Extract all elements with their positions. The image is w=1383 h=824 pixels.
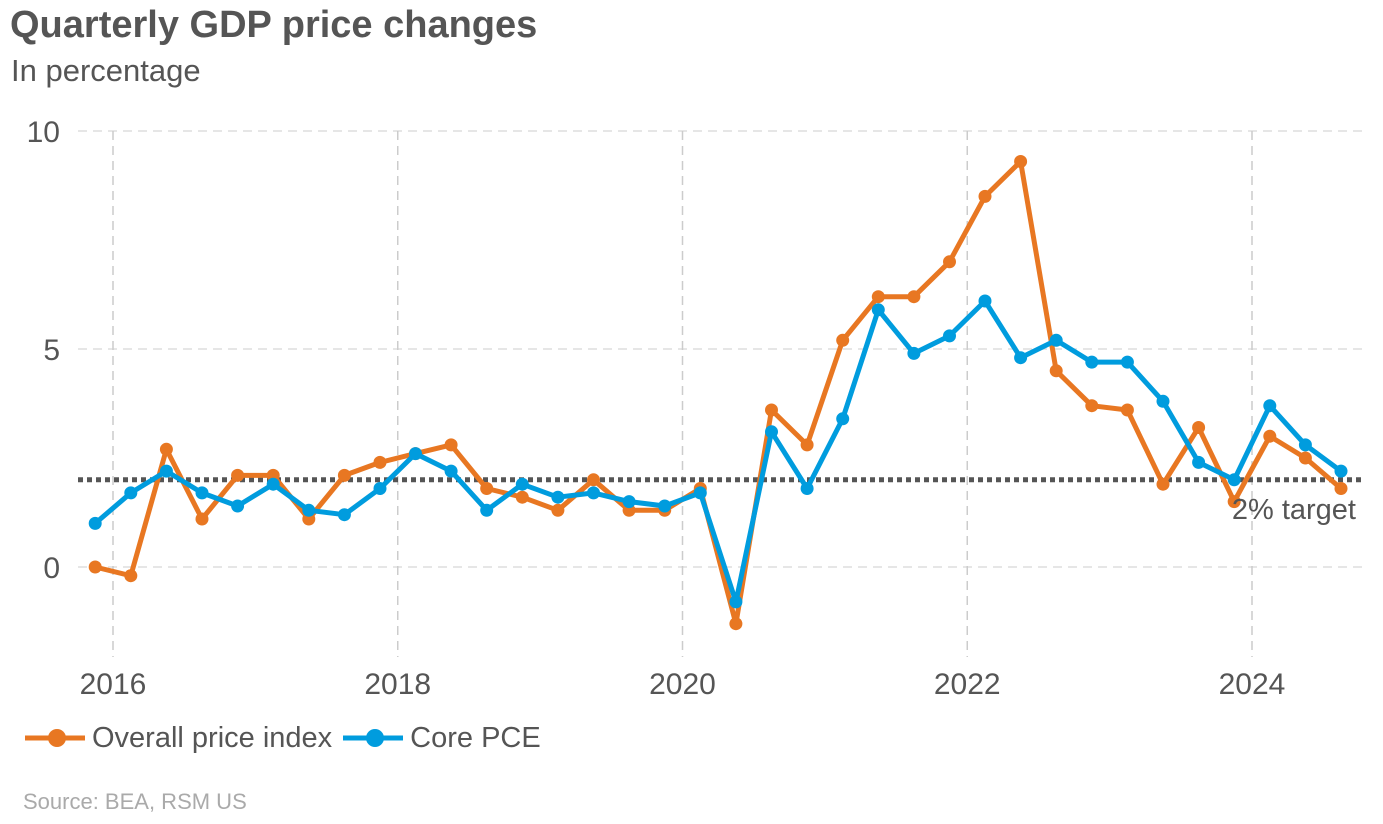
legend-item-core-pce: Core PCE (340, 722, 541, 755)
series-0-point (1120, 403, 1134, 417)
legend-label-core-pce: Core PCE (410, 721, 541, 754)
series-1-point (444, 464, 458, 478)
series-1-point (836, 412, 850, 426)
series-0-point (1085, 399, 1099, 413)
x-tick-label: 2020 (649, 668, 716, 701)
series-1-point (302, 503, 316, 517)
series-0-point (907, 290, 921, 304)
series-1-point (1227, 473, 1241, 487)
series-1-point (800, 482, 814, 495)
series-0-point (587, 473, 600, 487)
legend-dot-core-pce (366, 729, 385, 747)
series-0-point (1298, 451, 1312, 465)
series-1-point (1049, 333, 1063, 347)
series-1-point (1298, 438, 1312, 452)
series-0-point (871, 290, 885, 304)
legend-dot-overall (48, 729, 66, 747)
series-0-point (1049, 364, 1063, 378)
series-1-point (871, 303, 885, 317)
series-1-point (765, 425, 778, 439)
series-0-point (88, 560, 102, 574)
series-1-point (1085, 355, 1099, 369)
series-1-point (693, 486, 707, 500)
series-1-point (337, 508, 351, 522)
series-1-point (978, 294, 992, 308)
series-1-point (266, 477, 280, 491)
series-1-point (409, 447, 422, 461)
series-0-point (765, 403, 778, 417)
series-0-point (978, 189, 992, 203)
series-1-point (1156, 394, 1170, 408)
legend-marker-overall-icon (25, 729, 85, 747)
legend-marker-core-pce-icon (343, 729, 404, 747)
series-1-point (373, 482, 387, 495)
series-1-point (907, 346, 921, 360)
series-1-point (480, 503, 494, 517)
series-1-point (88, 516, 102, 530)
series-1-point (622, 495, 636, 509)
series-1-point (195, 486, 209, 500)
series-1-point (231, 499, 245, 513)
y-tick-label: 10 (27, 116, 60, 149)
series-0-point (551, 503, 565, 517)
target-label: 2% target (1232, 494, 1356, 526)
y-tick-label: 5 (43, 334, 60, 367)
y-tick-label: 0 (43, 552, 60, 585)
series-0-point (444, 438, 458, 452)
legend-label-overall: Overall price index (92, 721, 333, 754)
series-1-point (515, 477, 529, 491)
series-1-point (587, 486, 600, 500)
series-0-point (729, 617, 743, 631)
series-0-point (1263, 429, 1277, 443)
series-1-point (1192, 455, 1206, 469)
x-tick-label: 2016 (80, 668, 147, 701)
series-1-point (1120, 355, 1134, 369)
series-1-point (943, 329, 956, 343)
x-tick-label: 2018 (364, 668, 431, 701)
series-0-point (159, 442, 173, 456)
chart-subtitle: In percentage (11, 53, 201, 88)
legend-item-overall: Overall price index (22, 722, 332, 755)
chart-legend: Overall price index Core PCE (22, 718, 549, 758)
series-0-point (1192, 421, 1206, 434)
series-1-point (124, 486, 138, 500)
x-tick-label: 2024 (1219, 668, 1286, 701)
series-0-point (836, 333, 850, 347)
series-0-point (124, 569, 138, 583)
series-0-point (1156, 477, 1170, 491)
series-line-1 (92, 298, 1344, 605)
series-0-point (480, 482, 494, 495)
series-1-point (551, 490, 565, 504)
chart-title: Quarterly GDP price changes (10, 4, 538, 46)
series-0-point (1334, 482, 1348, 495)
series-1-point (729, 595, 743, 609)
series-0-point (373, 455, 387, 469)
x-tick-label: 2022 (934, 668, 1001, 701)
series-0-point (1014, 155, 1028, 168)
series-1-point (159, 464, 173, 478)
series-0-point (943, 255, 956, 269)
series-0-point (337, 468, 351, 482)
source-note: Source: BEA, RSM US (23, 789, 247, 814)
series-0-point (1227, 495, 1241, 509)
series-0-point (515, 490, 529, 504)
series-1-point (658, 499, 672, 513)
series-1-point (1334, 464, 1348, 478)
series-1-point (1263, 399, 1277, 413)
series-1-point (1014, 351, 1028, 365)
series-0-point (231, 468, 245, 482)
series-0-point (800, 438, 814, 452)
series-0-point (195, 512, 209, 526)
